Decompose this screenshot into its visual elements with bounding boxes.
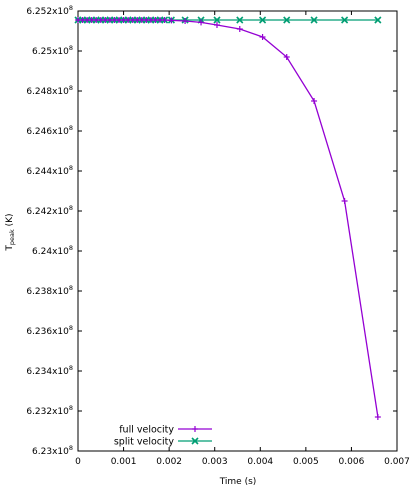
data-point	[259, 34, 266, 40]
x-tick-label: 0.006	[339, 457, 365, 467]
x-tick-label: 0.007	[384, 457, 410, 467]
y-axis-label-base: T	[5, 245, 15, 252]
y-tick-label: 6.23x108	[32, 444, 73, 457]
plot-frame	[77, 10, 398, 452]
x-tick-label: 0.002	[156, 457, 182, 467]
x-axis-label: Time (s)	[219, 477, 257, 487]
data-point	[198, 19, 205, 26]
data-point	[213, 22, 220, 28]
y-tick-label: 6.236x108	[26, 324, 73, 337]
data-point	[161, 17, 168, 23]
legend-label: split velocity	[114, 437, 175, 448]
data-point	[311, 98, 318, 104]
y-tick-label: 6.246x108	[26, 124, 73, 137]
data-point	[341, 16, 349, 24]
data-point	[283, 54, 290, 60]
legend-entry: split velocity	[114, 437, 212, 448]
axes: 0 0.001 0.002 0.003 0.004 0.005 0.006 0.007 6.23…	[26, 4, 410, 467]
data-point	[258, 16, 267, 24]
data-point	[236, 26, 243, 32]
data-point	[182, 18, 189, 24]
x-tick-label: 0.003	[202, 457, 228, 467]
legend-marker	[191, 437, 199, 445]
y-axis-label: Tpeak (K)	[5, 213, 16, 251]
data-point	[374, 16, 382, 24]
y-tick-label: 6.252x108	[26, 4, 73, 17]
data-point	[236, 16, 244, 24]
data-point	[341, 198, 348, 204]
y-tick-label: 6.244x108	[26, 164, 73, 177]
y-tick-label: 6.25x108	[32, 44, 73, 57]
y-axis-label-unit: (K)	[5, 213, 15, 229]
legend-marker	[192, 426, 198, 432]
data-point	[374, 414, 381, 420]
y-tick-label: 6.234x108	[26, 364, 73, 377]
x-tick-label: 0.005	[293, 457, 319, 467]
y-tick-label: 6.242x108	[26, 204, 73, 217]
y-tick-label: 6.24x108	[32, 244, 73, 257]
data-point	[310, 16, 318, 24]
data-point	[213, 16, 221, 24]
data-point	[168, 17, 175, 24]
data-point	[283, 16, 291, 24]
y-axis-label-subscript: peak	[8, 229, 16, 245]
legend-entry: full velocity	[119, 425, 212, 436]
x-tick-label: 0.004	[247, 457, 273, 467]
y-tick-label: 6.232x108	[26, 404, 73, 417]
y-tick-label: 6.238x108	[26, 284, 73, 297]
x-tick-label: 0.001	[111, 457, 137, 467]
series-line	[78, 19, 379, 418]
series-full-velocity	[75, 17, 381, 420]
y-tick-label: 6.248x108	[26, 84, 73, 97]
x-tick-label: 0	[75, 457, 81, 467]
legend-label: full velocity	[119, 425, 174, 436]
series	[74, 16, 382, 420]
